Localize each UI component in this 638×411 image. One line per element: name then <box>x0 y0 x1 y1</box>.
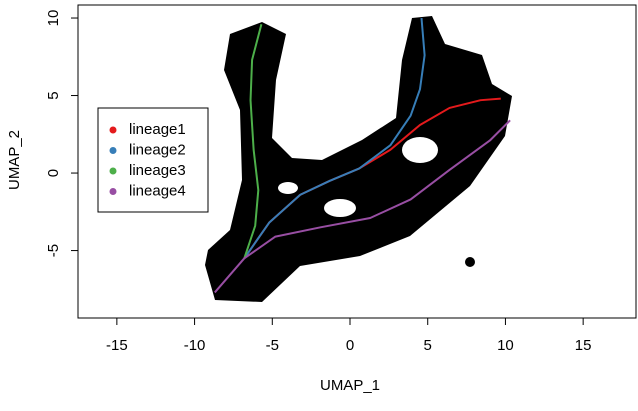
x-tick-label: 15 <box>575 337 592 354</box>
legend-label: lineage2 <box>129 141 186 158</box>
lineage-curve <box>214 119 511 294</box>
legend-box <box>97 107 209 213</box>
x-tick-label: 10 <box>497 337 514 354</box>
legend-marker <box>109 147 117 154</box>
legend-label: lineage1 <box>129 121 186 138</box>
cloud-gap <box>324 199 356 217</box>
x-tick-label: -15 <box>106 337 128 354</box>
x-tick-label: 0 <box>346 337 354 354</box>
x-axis-title: UMAP_1 <box>320 377 380 394</box>
legend-marker <box>109 126 117 134</box>
legend-label: lineage3 <box>129 162 186 179</box>
cell-cloud <box>205 16 512 302</box>
cloud-gap <box>402 137 438 163</box>
x-tick-label: -5 <box>266 337 279 354</box>
legend-marker <box>109 188 117 195</box>
y-axis-title: UMAP_2 <box>6 130 23 190</box>
y-tick-label: -5 <box>45 244 62 257</box>
y-tick-label: 5 <box>45 91 62 99</box>
y-tick-label: 10 <box>45 10 62 27</box>
lineage-curve <box>243 17 426 259</box>
legend-label: lineage4 <box>129 182 186 199</box>
x-tick-label: 5 <box>424 337 432 354</box>
point-cloud <box>205 16 512 302</box>
point-cluster <box>465 257 475 267</box>
lineage-curve <box>243 23 263 259</box>
y-tick-label: 0 <box>45 169 62 177</box>
x-tick-label: -10 <box>184 337 206 354</box>
legend-marker <box>109 167 117 175</box>
cloud-gap <box>278 182 298 194</box>
